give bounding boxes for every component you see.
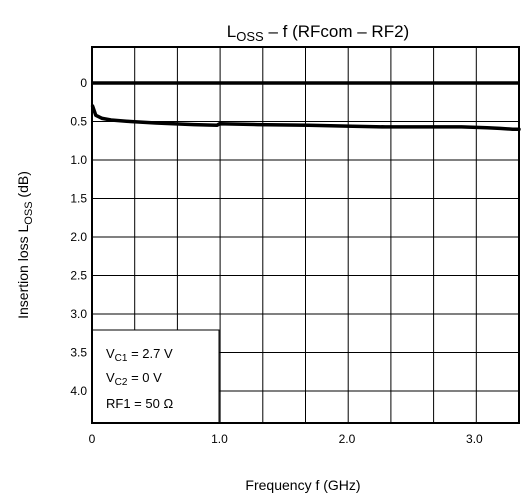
plot-frame bbox=[91, 46, 520, 424]
chart-title: LOSS – f (RFcom – RF2) bbox=[227, 22, 409, 44]
y-tick-label: 1.0 bbox=[70, 153, 87, 167]
y-tick-label: 3.5 bbox=[70, 346, 87, 360]
conditions-box-background bbox=[91, 329, 220, 424]
y-axis-label: Insertion loss LOSS (dB) bbox=[15, 171, 35, 319]
y-tick-label: 0.5 bbox=[70, 115, 87, 129]
condition-vc2: VC2 = 0 V bbox=[106, 370, 162, 388]
y-tick-label: 2.0 bbox=[70, 230, 87, 244]
y-tick-label: 1.5 bbox=[70, 192, 87, 206]
grid-lines bbox=[92, 47, 519, 423]
y-tick-label: 2.5 bbox=[70, 269, 87, 283]
x-tick-labels: 0 1.0 2.0 3.0 bbox=[89, 432, 483, 446]
x-tick-label: 1.0 bbox=[211, 432, 228, 446]
x-tick-label: 2.0 bbox=[339, 432, 356, 446]
series-lines bbox=[90, 104, 521, 131]
condition-vc1: VC1 = 2.7 V bbox=[106, 346, 173, 364]
x-tick-label: 0 bbox=[89, 432, 96, 446]
conditions-box: VC1 = 2.7 V VC2 = 0 V RF1 = 50 Ω bbox=[91, 329, 220, 424]
y-tick-label: 3.0 bbox=[70, 307, 87, 321]
y-tick-labels: 0 0.5 1.0 1.5 2.0 2.5 3.0 3.5 4.0 bbox=[70, 76, 87, 398]
y-tick-label: 0 bbox=[80, 76, 87, 90]
x-axis-label: Frequency f (GHz) bbox=[245, 477, 360, 493]
x-tick-label: 3.0 bbox=[466, 432, 483, 446]
loss-curve-line bbox=[90, 104, 521, 131]
condition-rf1: RF1 = 50 Ω bbox=[106, 396, 173, 411]
y-tick-label: 4.0 bbox=[70, 384, 87, 398]
